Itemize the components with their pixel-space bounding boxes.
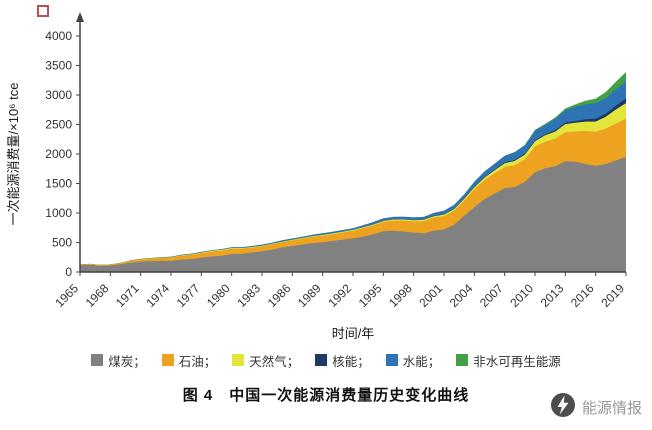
legend-label: 核能；	[332, 354, 370, 369]
legend-label: 非水可再生能源	[473, 354, 561, 369]
legend-label: 天然气；	[249, 354, 300, 369]
x-axis-title: 时间/年	[332, 326, 375, 341]
energy-consumption-stacked-area-chart: 0 500 1000 1500 2000 2500 3000 3500 4000 1965 1968…	[6, 12, 627, 341]
figure-page: 0 500 1000 1500 2000 2500 3000 3500 4000 1965 1968…	[0, 5, 652, 417]
x-tick-label: 1977	[174, 281, 203, 310]
x-tick-label: 1983	[234, 281, 263, 310]
watermark: 能源情报	[550, 392, 642, 423]
area-layer-0	[80, 156, 626, 272]
x-tick-label: 2019	[598, 281, 627, 310]
legend-item: 天然气；	[232, 351, 299, 370]
x-tick-label: 1989	[295, 281, 324, 310]
legend-label: 石油；	[178, 354, 217, 369]
x-tick-label: 1971	[113, 281, 142, 310]
x-tick-label: 1974	[143, 281, 172, 310]
x-tick-label: 2004	[447, 281, 476, 310]
legend-item: 煤炭；	[91, 351, 146, 370]
y-axis-arrow-icon	[76, 12, 84, 22]
y-tick-label: 4000	[45, 29, 72, 43]
x-tick-label: 1998	[386, 281, 415, 310]
x-tick-label: 1986	[265, 281, 294, 310]
y-tick-label: 0	[65, 265, 72, 279]
x-tick-label: 1980	[204, 281, 233, 310]
legend-swatch-icon	[232, 354, 245, 366]
legend-item: 核能；	[315, 351, 370, 370]
y-tick-label: 2500	[45, 118, 72, 132]
x-tick-label: 1992	[325, 281, 354, 310]
x-tick-label: 1965	[52, 281, 81, 310]
legend-item: 非水可再生能源	[456, 351, 561, 370]
legend-label: 水能；	[402, 354, 441, 369]
legend-label: 煤炭；	[108, 354, 146, 369]
legend-item: 水能；	[385, 351, 441, 370]
legend-swatch-icon	[91, 354, 104, 366]
x-tick-label: 2007	[477, 281, 506, 310]
x-tick-label: 2010	[507, 281, 536, 310]
y-axis-title: 一次能源消费量/×10⁶ tce	[6, 83, 21, 226]
corner-marker-icon	[37, 5, 49, 17]
y-tick-label: 3500	[45, 59, 72, 73]
y-tick-label: 1500	[45, 177, 72, 191]
watermark-text: 能源情报	[581, 400, 642, 417]
y-tick-label: 2000	[45, 147, 72, 161]
x-tick-label: 1968	[83, 281, 112, 310]
x-tick-label: 2013	[538, 281, 567, 310]
legend-swatch-icon	[161, 354, 174, 366]
x-tick-label: 2016	[568, 281, 597, 310]
legend-swatch-icon	[385, 354, 398, 366]
legend-swatch-icon	[315, 354, 328, 366]
legend-item: 石油；	[161, 351, 217, 370]
y-tick-label: 3000	[45, 88, 72, 102]
y-tick-label: 500	[52, 236, 72, 250]
legend-swatch-icon	[456, 354, 469, 366]
figure-caption: 图 4 中国一次能源消费量历史变化曲线	[182, 387, 470, 404]
energy-logo-icon	[550, 392, 576, 423]
x-tick-label: 1995	[356, 281, 385, 310]
chart-legend: 煤炭； 石油； 天然气； 核能； 水能； 非水可再生能源	[0, 350, 652, 370]
x-tick-label: 2001	[416, 281, 445, 310]
y-tick-label: 1000	[45, 206, 72, 220]
